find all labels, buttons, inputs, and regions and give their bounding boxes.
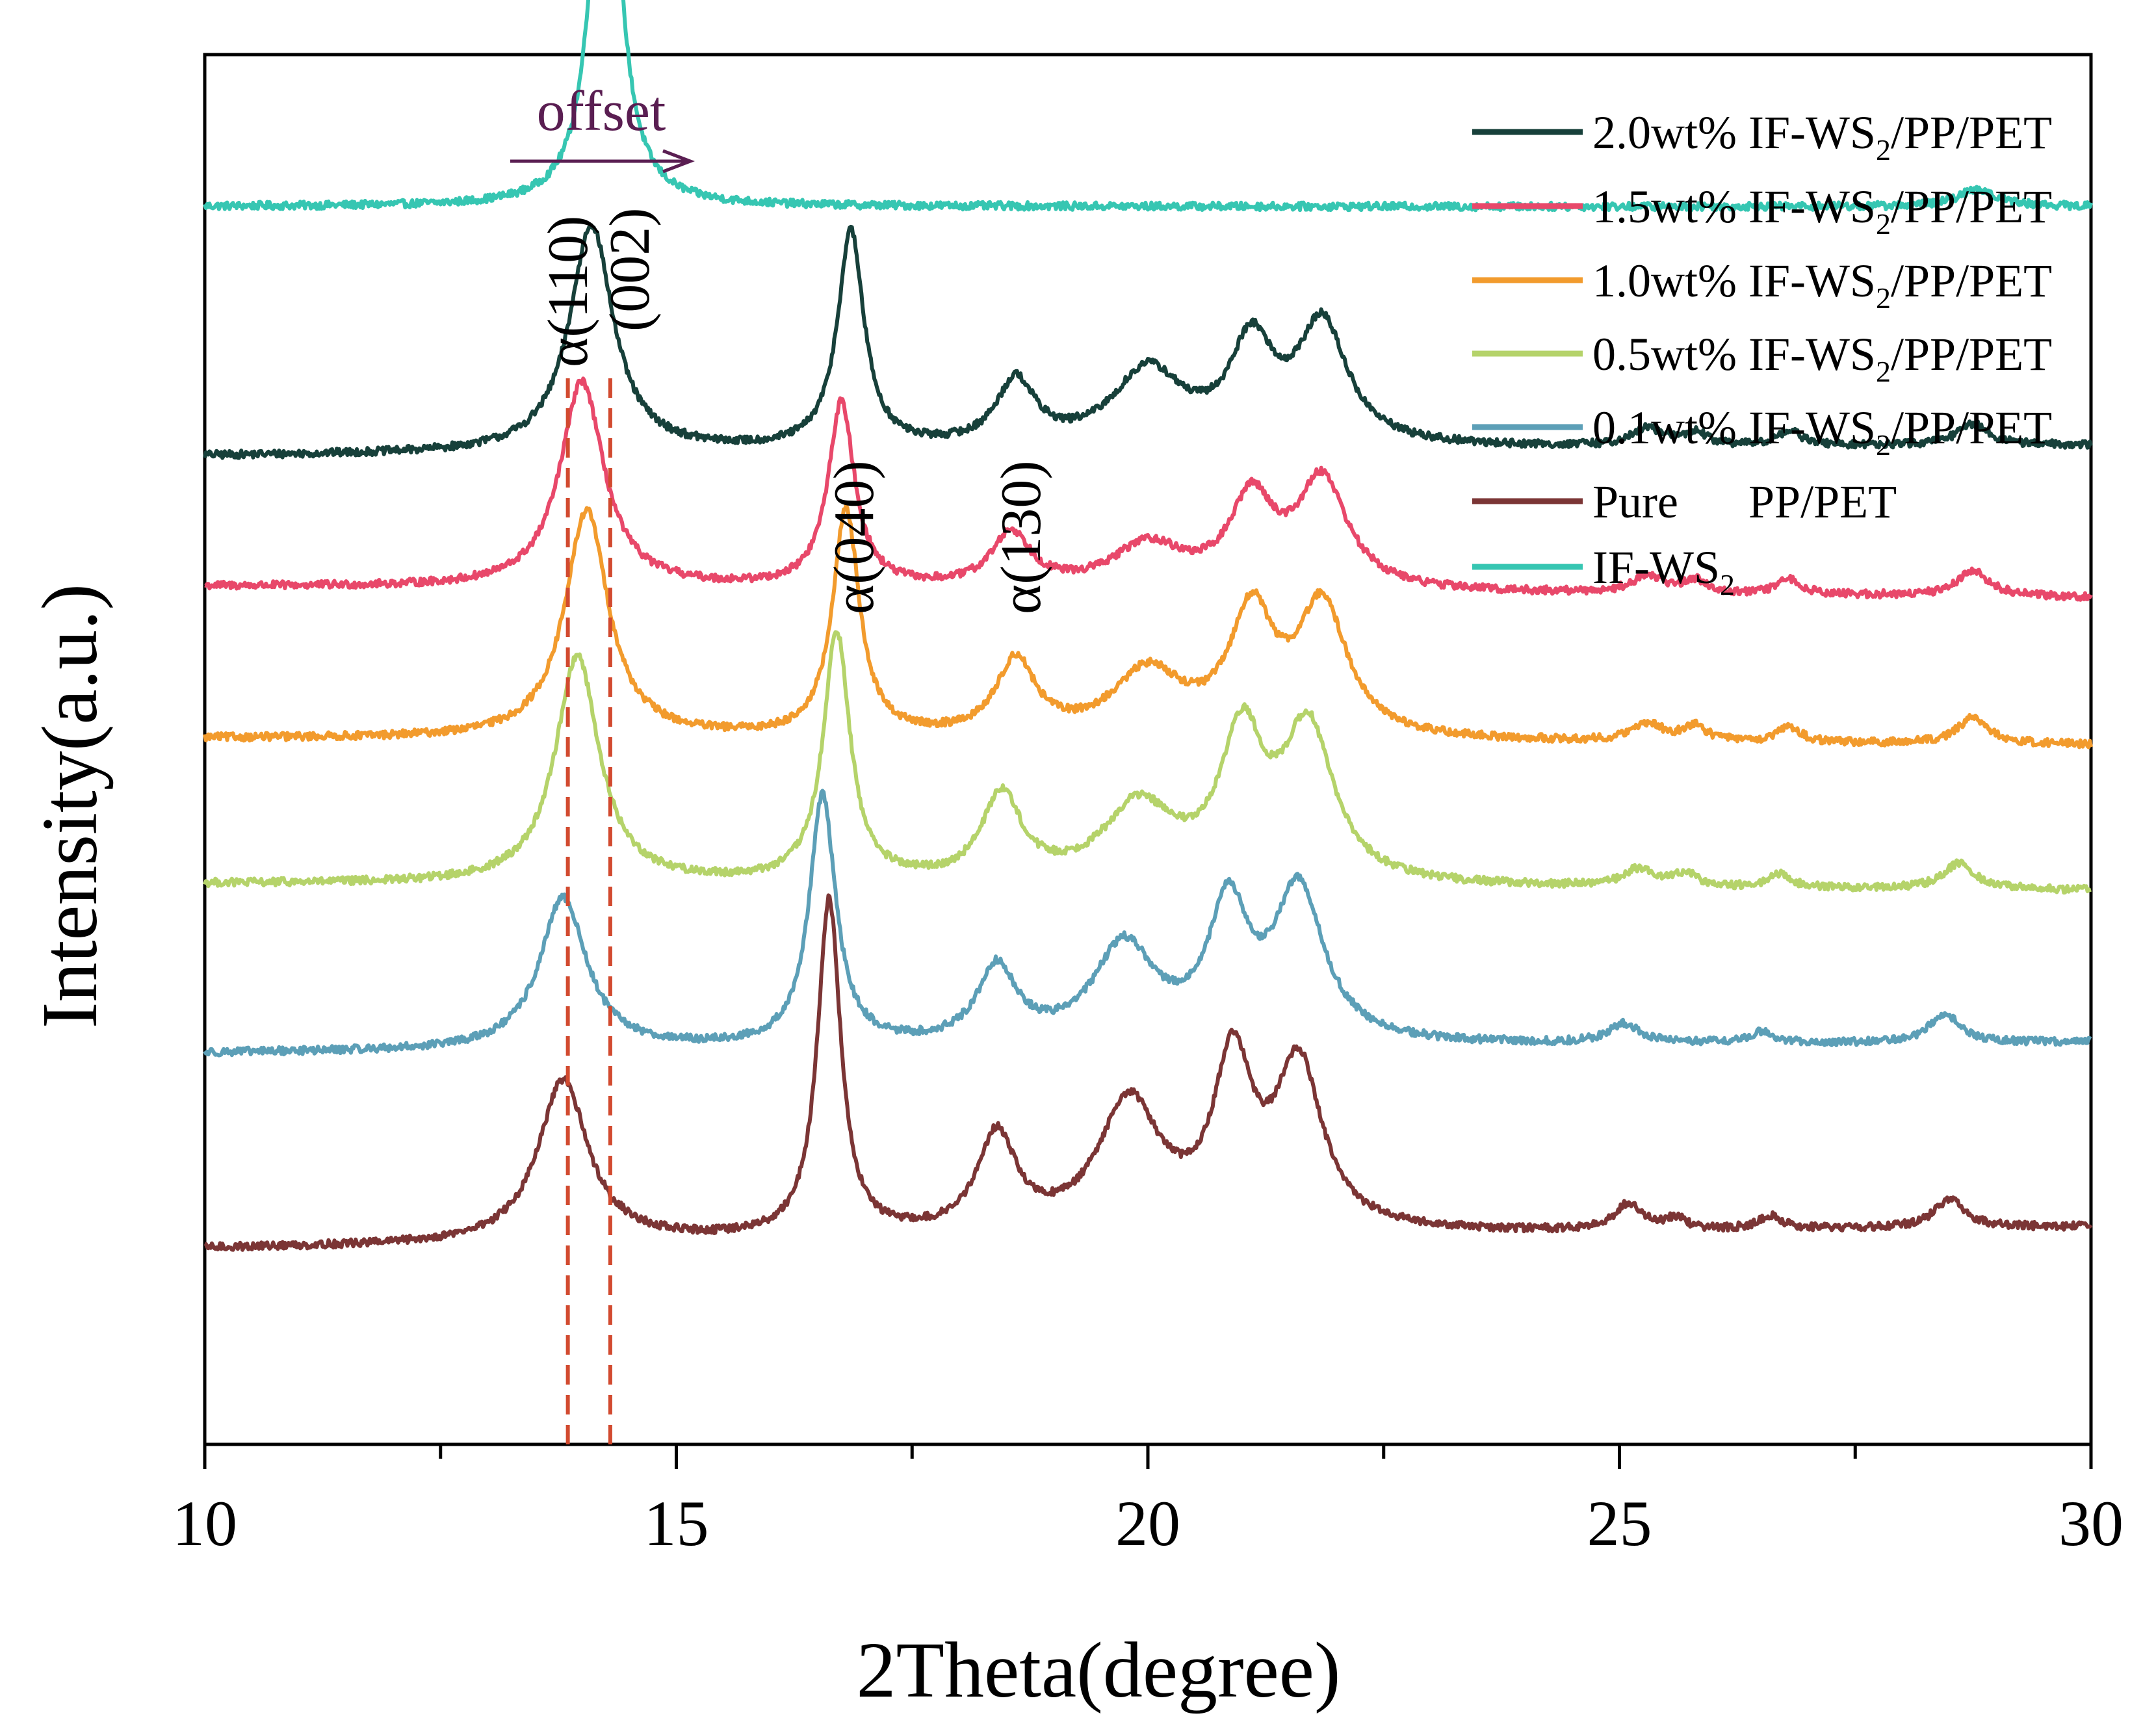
legend-item-pure: Pure PP/PET [1472,476,1897,528]
peak-label-a130: α(130) [990,460,1053,614]
legend-item-0-1wt: 0.1wt% IF-WS2/PP/PET [1472,402,2052,462]
series-line-2 [203,376,2093,602]
legend-item-1-5wt: 1.5wt% IF-WS2/PP/PET [1472,181,2052,241]
peak-label-a110: α(110) [537,216,600,367]
x-tick-label: 10 [172,1487,237,1559]
legend-label: 2.0wt% IF-WS2/PP/PET [1592,107,2052,166]
x-axis: 10 15 20 25 30 [172,1444,2124,1559]
legend-item-2-0wt: 2.0wt% IF-WS2/PP/PET [1472,107,2052,166]
x-tick-label: 25 [1587,1487,1652,1559]
legend: 2.0wt% IF-WS2/PP/PET 1.5wt% IF-WS2/PP/PE… [1472,107,2052,601]
legend-label: 0.5wt% IF-WS2/PP/PET [1592,328,2052,388]
x-tick-label: 15 [644,1487,709,1559]
legend-label: Pure PP/PET [1592,476,1897,528]
peak-label-a040: α(040) [823,460,886,614]
offset-arrow-head [662,149,695,174]
y-axis-label: Intensity(a.u.) [26,584,114,1028]
legend-item-1-0wt: 1.0wt% IF-WS2/PP/PET [1472,255,2052,315]
x-tick-label: 20 [1115,1487,1180,1559]
offset-label: offset [537,80,666,143]
x-tick-label: 30 [2059,1487,2124,1559]
reference-lines [565,378,612,1444]
series-line-1 [203,223,2093,460]
peak-labels: α(110) (002) α(040) α(130) [537,207,1053,614]
peak-label-002: (002) [599,207,662,332]
legend-label: IF-WS2 [1592,541,1735,601]
legend-item-0-5wt: 0.5wt% IF-WS2/PP/PET [1472,328,2052,388]
legend-label: 1.0wt% IF-WS2/PP/PET [1592,255,2052,315]
legend-label: 1.5wt% IF-WS2/PP/PET [1592,181,2052,241]
series-line-0 [203,0,2093,213]
series-line-3 [203,503,2093,749]
series-line-5 [203,788,2092,1058]
legend-label: 0.1wt% IF-WS2/PP/PET [1592,402,2052,462]
series-line-6 [203,893,2093,1252]
series-line-4 [203,630,2092,895]
offset-annotation: offset [510,80,695,174]
legend-item-if-ws2: IF-WS2 [1472,541,1735,601]
x-axis-label: 2Theta(degree) [856,1626,1340,1714]
series-layer [203,0,2093,1252]
